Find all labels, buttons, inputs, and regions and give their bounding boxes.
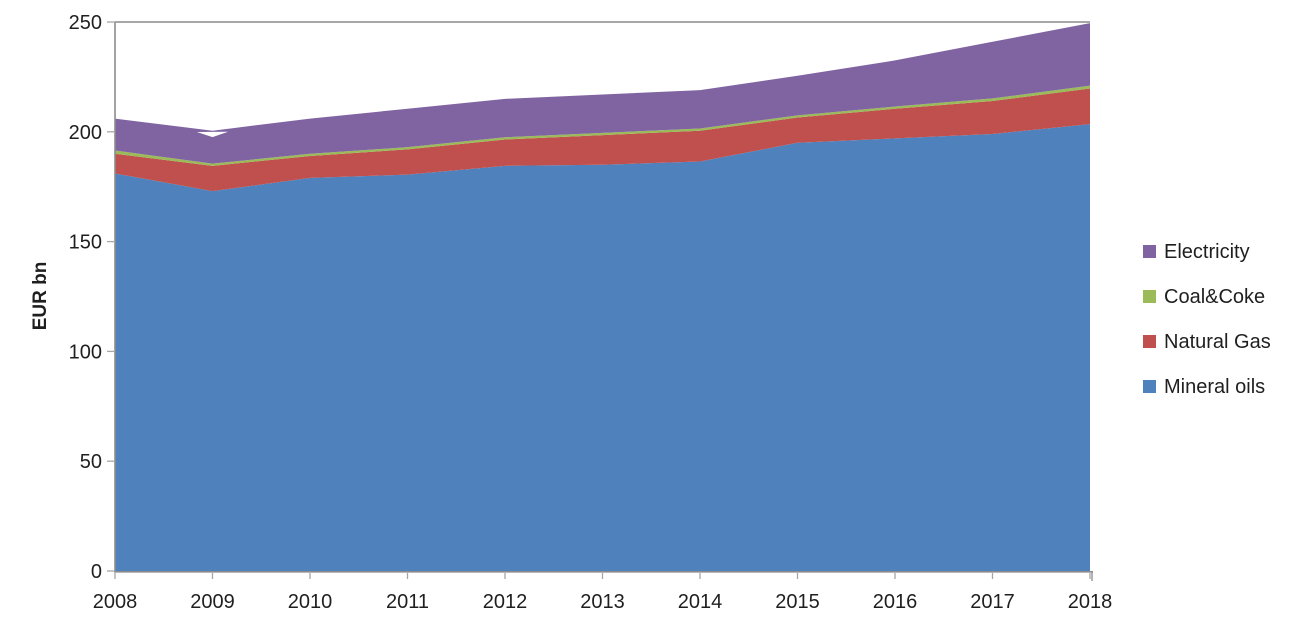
legend: Electricity Coal&Coke Natural Gas Minera… bbox=[1143, 234, 1271, 404]
legend-item-mineral-oils: Mineral oils bbox=[1143, 369, 1271, 404]
y-axis-title: EUR bn bbox=[30, 262, 51, 331]
y-tick-label: 150 bbox=[69, 232, 102, 254]
legend-label-natural-gas: Natural Gas bbox=[1164, 330, 1271, 353]
electricity-swatch-icon bbox=[1143, 245, 1156, 258]
legend-label-mineral-oils: Mineral oils bbox=[1164, 375, 1266, 398]
legend-item-electricity: Electricity bbox=[1143, 234, 1271, 269]
coal-coke-swatch-icon bbox=[1143, 290, 1156, 303]
x-tick-label: 2017 bbox=[970, 591, 1015, 613]
y-tick-label: 200 bbox=[69, 122, 102, 144]
y-tick-label: 0 bbox=[91, 561, 102, 583]
y-tick-label: 100 bbox=[69, 341, 102, 363]
x-tick-label: 2009 bbox=[190, 591, 235, 613]
area-electricity bbox=[115, 23, 1090, 164]
legend-label-electricity: Electricity bbox=[1164, 240, 1250, 263]
x-tick-label: 2014 bbox=[678, 591, 723, 613]
area-natural-gas bbox=[115, 88, 1090, 192]
x-tick-label: 2015 bbox=[775, 591, 820, 613]
mineral-oils-swatch-icon bbox=[1143, 380, 1156, 393]
x-tick-label: 2013 bbox=[580, 591, 625, 613]
x-tick-label: 2018 bbox=[1068, 591, 1113, 613]
legend-item-natural-gas: Natural Gas bbox=[1143, 324, 1271, 359]
legend-label-coal-coke: Coal&Coke bbox=[1164, 285, 1266, 308]
x-tick-label: 2012 bbox=[483, 591, 528, 613]
x-tick-label: 2008 bbox=[93, 591, 138, 613]
area-mineral-oils bbox=[115, 124, 1090, 571]
white-notch-artifact bbox=[196, 131, 229, 138]
x-tick-label: 2016 bbox=[873, 591, 918, 613]
y-tick-label: 50 bbox=[80, 451, 102, 473]
x-tick-label: 2010 bbox=[288, 591, 333, 613]
y-tick-label: 250 bbox=[69, 12, 102, 34]
x-tick-label: 2011 bbox=[386, 591, 429, 613]
natural-gas-swatch-icon bbox=[1143, 335, 1156, 348]
legend-item-coal-coke: Coal&Coke bbox=[1143, 279, 1271, 314]
